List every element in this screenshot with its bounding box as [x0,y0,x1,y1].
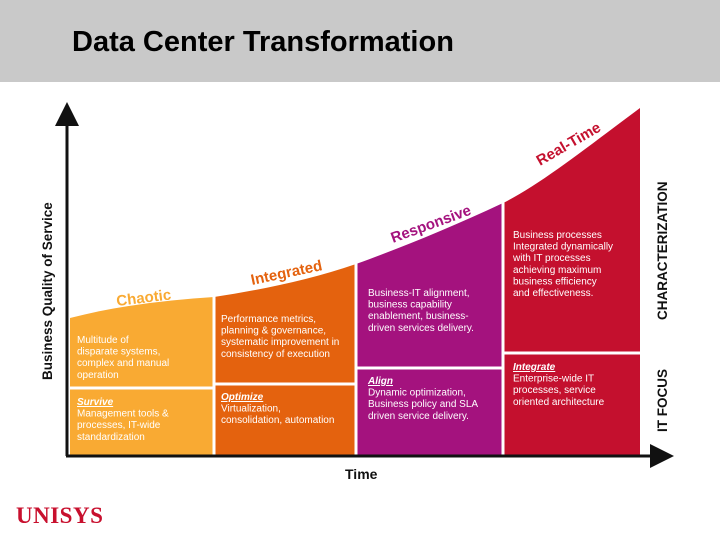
stage-responsive-area [356,203,503,455]
stage-characterization-line: Performance metrics, [221,314,316,325]
characterization-label: CHARACTERIZATION [655,182,670,321]
stage-characterization-line: complex and manual [77,358,169,369]
stage-focus-line: consolidation, automation [221,415,334,426]
stage-characterization-line: disparate systems, [77,347,160,358]
title-bar [0,0,720,82]
y-axis-label: Business Quality of Service [40,202,55,380]
stage-focus-line: Dynamic optimization, [368,388,466,399]
stage-focus-line: standardization [77,432,145,443]
stage-characterization-line: Multitude of [77,335,129,346]
stage-characterization-line: Business processes [513,230,602,241]
stage-real-time-area [503,108,640,455]
stage-characterization-line: operation [77,370,119,381]
stage-chaotic-area [70,297,214,455]
stage-focus-title: Optimize [221,392,264,403]
stage-characterization-line: with IT processes [512,253,591,264]
stage-focus-line: processes, service [513,385,596,396]
stage-focus-line: Virtualization, [221,404,281,415]
stage-focus-line: Management tools & [77,409,169,420]
stage-focus-line: oriented architecture [513,397,605,408]
stage-name-chaotic: Chaotic [115,286,172,310]
stage-characterization-line: planning & governance, [221,326,326,337]
stage-focus-line: Business policy and SLA [368,399,478,410]
x-axis-label: Time [345,466,378,482]
stage-characterization-line: systematic improvement in [221,337,339,348]
it-focus-label: IT FOCUS [655,369,670,432]
stage-characterization-line: business efficiency [513,276,597,287]
stage-integrated-area [214,264,356,455]
slide-title: Data Center Transformation [72,26,454,58]
stage-focus-line: processes, IT-wide [77,420,161,431]
stage-characterization-line: and effectiveness. [513,288,593,299]
stage-characterization-line: business capability [368,300,452,311]
stage-focus-line: Enterprise-wide IT [513,374,594,385]
stage-characterization-line: enablement, business- [368,311,469,322]
stage-focus-title: Survive [77,397,114,408]
stage-focus-title: Integrate [513,362,556,373]
stage-dividers [70,198,640,455]
stage-characterization-line: consistency of execution [221,349,330,360]
stage-characterization-line: driven services delivery. [368,323,474,334]
stage-focus-title: Align [367,376,393,387]
stage-characterization-line: Business-IT alignment, [368,288,470,299]
unisys-logo: UNISYS [16,503,104,528]
stage-focus-line: driven service delivery. [368,411,469,422]
stage-characterization-line: achieving maximum [513,265,601,276]
stage-characterization-line: Integrated dynamically [513,242,613,253]
